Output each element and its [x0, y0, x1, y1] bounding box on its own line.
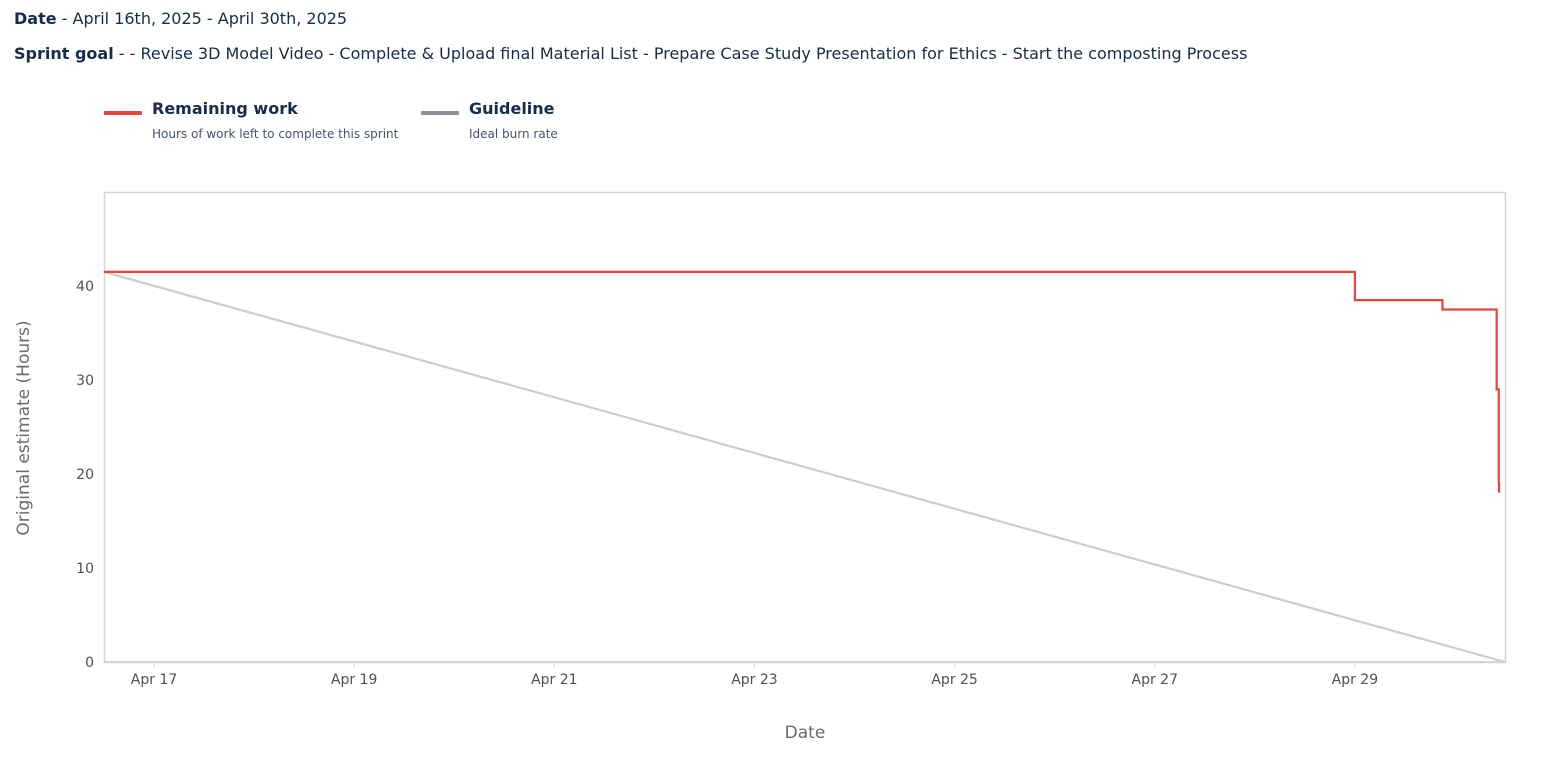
x-tick-label: Apr 19	[331, 672, 377, 688]
y-tick-label: 30	[76, 373, 94, 389]
x-tick-label: Apr 21	[531, 672, 577, 688]
y-tick-label: 40	[76, 279, 94, 295]
legend-title-guideline: Guideline	[469, 99, 555, 118]
guideline-swatch	[421, 111, 459, 115]
guideline-series-line	[103, 270, 1506, 664]
y-tick-label: 0	[85, 655, 94, 671]
sprint-goal-value: - - Revise 3D Model Video - Complete & U…	[113, 44, 1248, 63]
date-label: Date	[14, 9, 57, 28]
y-tick-label: 20	[76, 467, 94, 483]
legend-item-remaining-work[interactable]: Remaining work Hours of work left to com…	[104, 98, 414, 148]
x-axis-title: Date	[785, 723, 826, 743]
remaining-work-swatch	[104, 111, 142, 115]
legend-item-guideline[interactable]: Guideline Ideal burn rate	[421, 98, 621, 148]
date-value: - April 16th, 2025 - April 30th, 2025	[56, 9, 348, 28]
x-tick-label: Apr 29	[1332, 672, 1378, 688]
x-tick-label: Apr 17	[131, 672, 177, 688]
x-tick-label: Apr 25	[931, 672, 977, 688]
legend-title-remaining-work: Remaining work	[152, 99, 298, 118]
legend-desc-remaining-work: Hours of work left to complete this spri…	[152, 127, 399, 141]
x-tick-label: Apr 23	[731, 672, 777, 688]
sprint-goal-label: Sprint goal	[14, 44, 114, 63]
plot-frame	[103, 191, 1507, 664]
y-axis-title: Original estimate (Hours)	[14, 320, 34, 535]
sprint-date-line: Date - April 16th, 2025 - April 30th, 20…	[14, 9, 347, 28]
legend-desc-guideline: Ideal burn rate	[469, 127, 558, 141]
y-tick-label: 10	[76, 561, 94, 577]
sprint-goal-line: Sprint goal - - Revise 3D Model Video - …	[14, 44, 1247, 63]
x-axis-ticks: Apr 17 Apr 19 Apr 21 Apr 23 Apr 25 Apr 27 Apr …	[131, 662, 1378, 688]
remaining-work-series-line	[104, 270, 1501, 493]
y-axis-ticks: 0 10 20 30 40	[76, 279, 94, 671]
x-tick-label: Apr 27	[1132, 672, 1178, 688]
